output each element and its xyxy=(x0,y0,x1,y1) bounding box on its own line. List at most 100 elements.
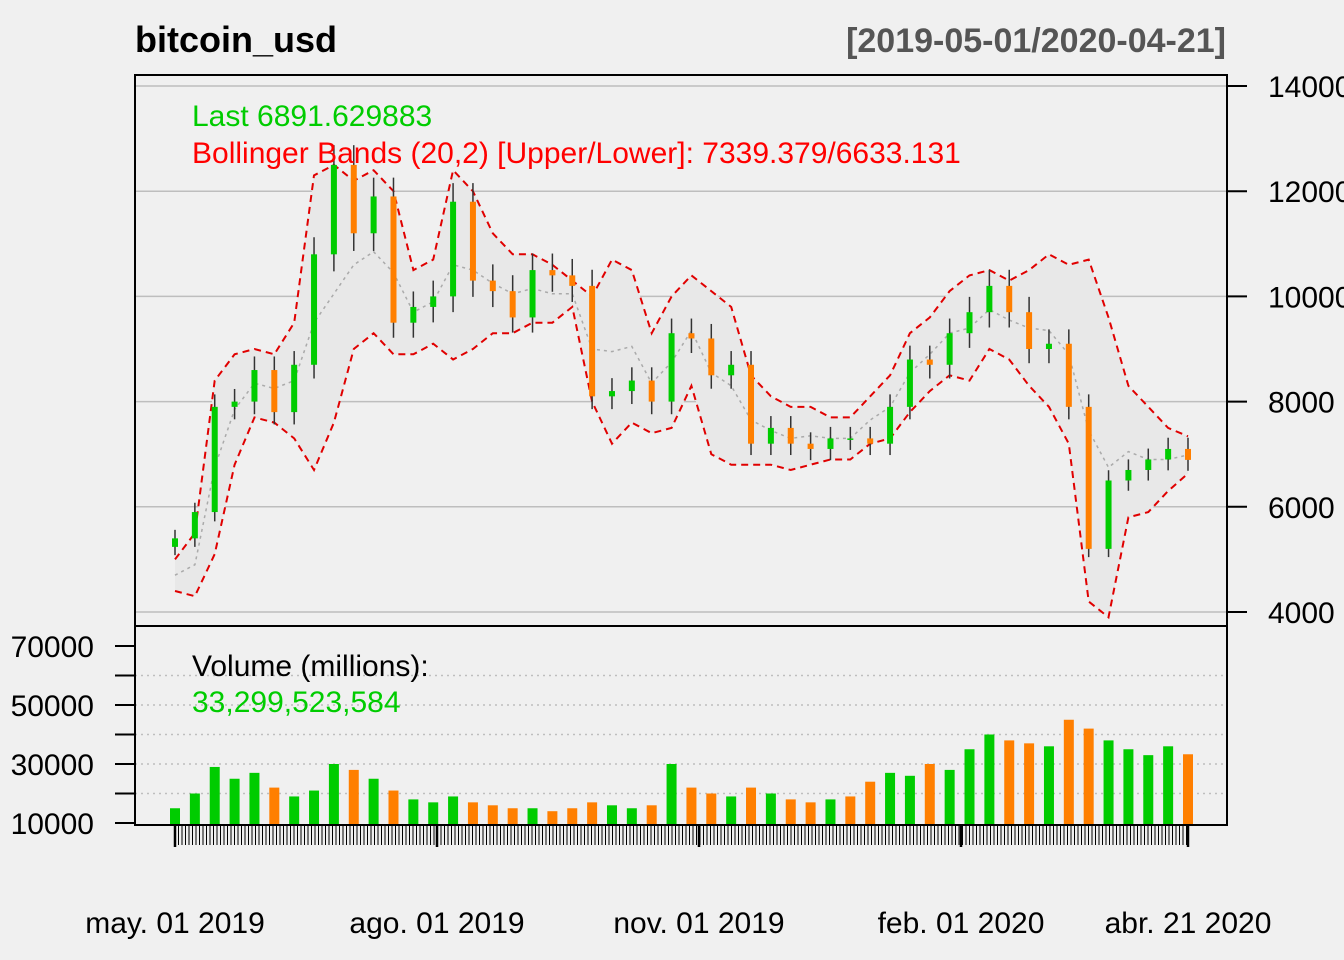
candle-body xyxy=(291,364,298,413)
candle-body xyxy=(589,285,596,397)
candle-body xyxy=(847,438,854,440)
candle-body xyxy=(390,196,397,323)
x-minor-ticks xyxy=(174,826,1187,845)
volume-bar xyxy=(567,808,578,825)
volume-label: Volume (millions): xyxy=(192,650,429,683)
x-tick-label: ago. 01 2019 xyxy=(349,907,524,940)
candle-body xyxy=(1105,480,1112,549)
volume-bar xyxy=(1004,740,1015,825)
volume-bar xyxy=(587,802,598,825)
volume-bar xyxy=(726,796,737,825)
volume-bar xyxy=(964,749,975,825)
volume-bar xyxy=(209,766,220,825)
candle-body xyxy=(1085,406,1092,549)
volume-bar xyxy=(666,764,677,825)
volume-bar xyxy=(170,808,180,825)
volume-y-tick-label: 10000 xyxy=(11,808,94,841)
volume-bar xyxy=(309,790,320,825)
price-y-tick-label: 8000 xyxy=(1268,387,1335,420)
candle-body xyxy=(1145,459,1152,470)
bollinger-band xyxy=(174,163,1189,620)
date-range: [2019-05-01/2020-04-21] xyxy=(846,22,1226,60)
volume-bar xyxy=(1063,719,1074,825)
candle-body xyxy=(509,291,516,318)
volume-bar xyxy=(626,808,637,825)
candle-body xyxy=(946,333,953,365)
volume-bar xyxy=(487,805,498,825)
volume-bar xyxy=(805,802,816,825)
volume-bar xyxy=(448,796,459,825)
volume-y-tick-label: 50000 xyxy=(11,690,94,723)
volume-bar xyxy=(924,764,935,825)
volume-bar xyxy=(646,805,657,825)
volume-bar xyxy=(885,772,896,825)
volume-bar xyxy=(189,793,200,825)
candle-body xyxy=(787,427,794,444)
candle-body xyxy=(469,201,476,281)
candle-body xyxy=(350,164,357,234)
candle-body xyxy=(887,406,894,444)
volume-bar xyxy=(706,793,717,825)
volume-bar xyxy=(229,778,240,825)
volume-bar xyxy=(249,772,260,825)
candle-body xyxy=(489,280,496,292)
volume-bar xyxy=(428,802,439,825)
x-tick-label: abr. 21 2020 xyxy=(1105,907,1272,940)
volume-y-axis: 10000 30000 50000 70000 xyxy=(11,631,135,841)
volume-bar xyxy=(1024,743,1035,825)
candle-body xyxy=(172,538,178,547)
volume-bar xyxy=(746,787,757,825)
price-y-tick-label: 4000 xyxy=(1268,597,1335,630)
candle-body xyxy=(231,401,238,407)
volume-value: 33,299,523,584 xyxy=(192,686,401,719)
x-axis: may. 01 2019 ago. 01 2019 nov. 01 2019 feb.… xyxy=(85,826,1271,940)
volume-bar xyxy=(1143,755,1154,825)
candle-body xyxy=(867,438,874,444)
bollinger-middle-line xyxy=(174,250,1189,576)
candle-body xyxy=(748,364,755,444)
candle-body xyxy=(648,380,655,402)
candle-body xyxy=(251,370,258,402)
x-tick-label: nov. 01 2019 xyxy=(613,907,784,940)
price-y-axis: 4000 6000 8000 10000 12000 14000 xyxy=(1227,71,1344,630)
candle-body xyxy=(1026,312,1033,349)
volume-bar xyxy=(1103,740,1114,825)
last-price-label: Last 6891.629883 xyxy=(192,100,432,133)
bollinger-lower-line xyxy=(174,305,1189,620)
candle-body xyxy=(330,164,337,255)
bollinger-upper-line xyxy=(174,163,1189,561)
candle-body xyxy=(211,406,218,513)
volume-bar xyxy=(1163,746,1174,825)
candle-body xyxy=(688,333,695,339)
x-tick-label: feb. 01 2020 xyxy=(878,907,1045,940)
volume-bar xyxy=(785,799,796,825)
bollinger-label: Bollinger Bands (20,2) [Upper/Lower]: 73… xyxy=(192,137,961,170)
candle-body xyxy=(728,364,735,376)
candle-body xyxy=(1006,285,1013,313)
chart-title: bitcoin_usd xyxy=(135,19,337,60)
x-tick-label: may. 01 2019 xyxy=(85,907,265,940)
volume-y-tick-label: 70000 xyxy=(11,631,94,664)
price-y-tick-label: 12000 xyxy=(1268,176,1344,209)
volume-bar xyxy=(1083,728,1094,825)
volume-bar xyxy=(547,811,558,825)
price-y-tick-label: 6000 xyxy=(1268,492,1335,525)
bollinger-fill xyxy=(175,164,1188,618)
volume-bar xyxy=(1043,746,1054,825)
candle-body xyxy=(311,254,318,365)
volume-bar xyxy=(408,799,419,825)
candle-body xyxy=(1065,343,1072,407)
volume-y-tick-label: 30000 xyxy=(11,749,94,782)
candle-body xyxy=(191,512,198,539)
volume-bar xyxy=(825,799,836,825)
candle-body xyxy=(966,312,973,334)
volume-bar xyxy=(865,781,876,825)
candle-body xyxy=(1165,448,1172,460)
candle-body xyxy=(1185,448,1191,460)
candle-body xyxy=(906,359,913,407)
candle-body xyxy=(569,275,576,286)
volume-bar xyxy=(289,796,300,825)
volume-bar xyxy=(606,805,617,825)
candle-body xyxy=(430,296,437,307)
candle-body xyxy=(668,333,675,402)
